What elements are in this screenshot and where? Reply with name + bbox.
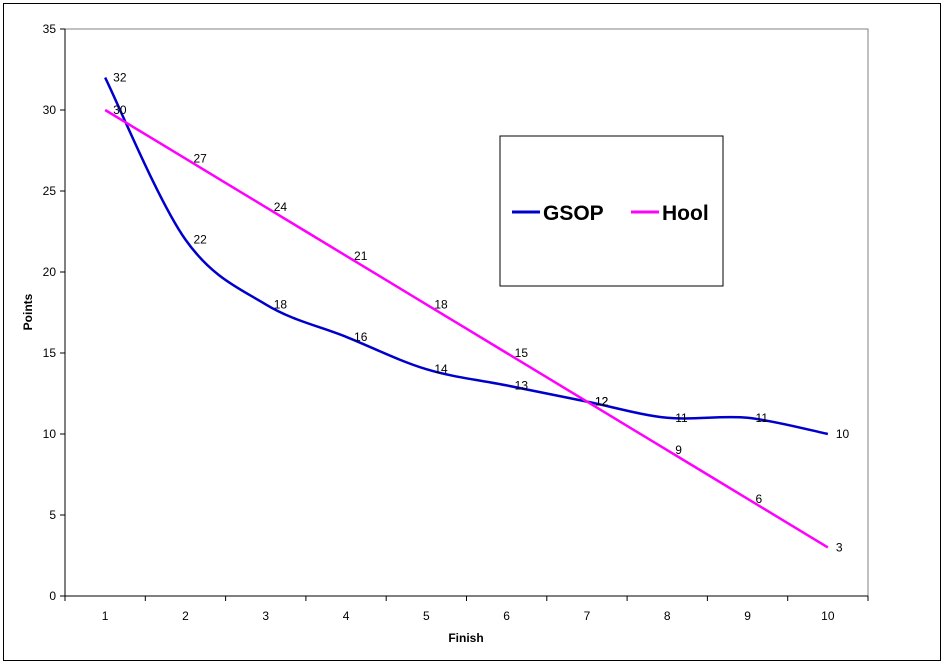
- x-tick-label: 10: [821, 609, 835, 623]
- series-layer: [104, 77, 829, 549]
- y-tick-label: 15: [43, 346, 57, 360]
- x-axis-title: Finish: [448, 631, 483, 645]
- x-tick-label: 2: [182, 609, 189, 623]
- y-tick-label: 0: [49, 589, 56, 603]
- x-tick-label: 1: [102, 609, 109, 623]
- x-tick-label: 9: [744, 609, 751, 623]
- x-tick-label: 3: [262, 609, 269, 623]
- data-label-gsop: 18: [274, 297, 288, 311]
- data-label-gsop: 22: [193, 233, 207, 247]
- y-tick-label: 35: [43, 22, 57, 36]
- data-label-hool: 30: [113, 103, 127, 117]
- legend-label-hool: Hool: [662, 202, 709, 225]
- plot-area: [64, 28, 869, 597]
- data-label-hool: 18: [434, 297, 448, 311]
- series-line-gsop: [104, 77, 829, 436]
- data-label-gsop: 11: [675, 411, 688, 425]
- data-label-hool: 9: [675, 443, 682, 457]
- data-label-hool: 21: [354, 249, 368, 263]
- data-label-hool: 6: [756, 492, 763, 506]
- series-line-hool: [104, 108, 829, 549]
- data-label-hool: 12: [595, 395, 609, 409]
- data-label-hool: 3: [836, 540, 843, 554]
- x-tick-label: 7: [584, 609, 591, 623]
- y-tick-label: 20: [43, 265, 57, 279]
- y-axis-title: Points: [21, 293, 35, 330]
- data-label-gsop: 32: [113, 71, 127, 85]
- y-tick-label: 25: [43, 184, 57, 198]
- data-label-gsop: 16: [354, 330, 368, 344]
- y-tick-label: 30: [43, 103, 57, 117]
- x-tick-label: 6: [503, 609, 510, 623]
- legend-label-gsop: GSOP: [543, 202, 604, 225]
- data-label-gsop: 10: [836, 427, 850, 441]
- x-tick-label: 4: [343, 609, 350, 623]
- y-tick-label: 10: [43, 427, 57, 441]
- data-label-gsop: 14: [434, 362, 448, 376]
- x-tick-label: 8: [664, 609, 671, 623]
- data-label-gsop: 13: [515, 378, 529, 392]
- data-label-gsop: 12: [595, 395, 609, 409]
- y-tick-label: 5: [49, 508, 56, 522]
- legend: GSOP Hool: [499, 135, 724, 287]
- data-label-hool: 24: [274, 200, 288, 214]
- x-tick-label: 5: [423, 609, 430, 623]
- data-label-hool: 15: [515, 346, 529, 360]
- data-label-hool: 27: [193, 152, 207, 166]
- data-label-gsop: 11: [756, 411, 769, 425]
